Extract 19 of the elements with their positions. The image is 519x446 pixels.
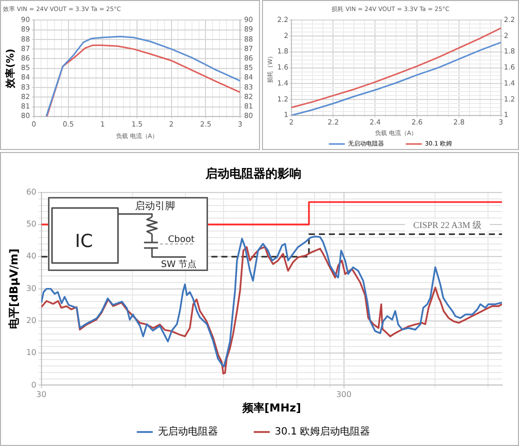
y-tick-label: 40 — [26, 252, 36, 261]
y-axis-title: 效率(%) — [4, 48, 17, 89]
y-tick-label: 60 — [26, 187, 36, 196]
y-axis-title: 电平[dBμV/m] — [7, 248, 20, 330]
y-tick-label: 50 — [26, 220, 36, 229]
y-tick-label: 10 — [26, 348, 36, 358]
annotation: 启动引脚 — [135, 200, 175, 212]
annotation: IC — [75, 231, 93, 252]
chart-title: 启动电阻器的影响 — [204, 166, 302, 180]
x-tick-label: 300 — [336, 390, 352, 400]
legend-label: 无启动电阻器 — [158, 426, 218, 438]
x-axis-title: 频率[MHz] — [241, 401, 301, 414]
annotation: Cboot — [168, 235, 196, 245]
legend-label: 30.1 欧姆启动电阻器 — [274, 426, 370, 438]
y-tick-label: 0 — [31, 380, 36, 390]
annotation: CISPR 22 A3M 级 — [413, 220, 482, 230]
y-tick-label: 30 — [26, 284, 36, 293]
y-tick-label: 20 — [26, 316, 36, 326]
annotation: SW 节点 — [161, 259, 196, 270]
